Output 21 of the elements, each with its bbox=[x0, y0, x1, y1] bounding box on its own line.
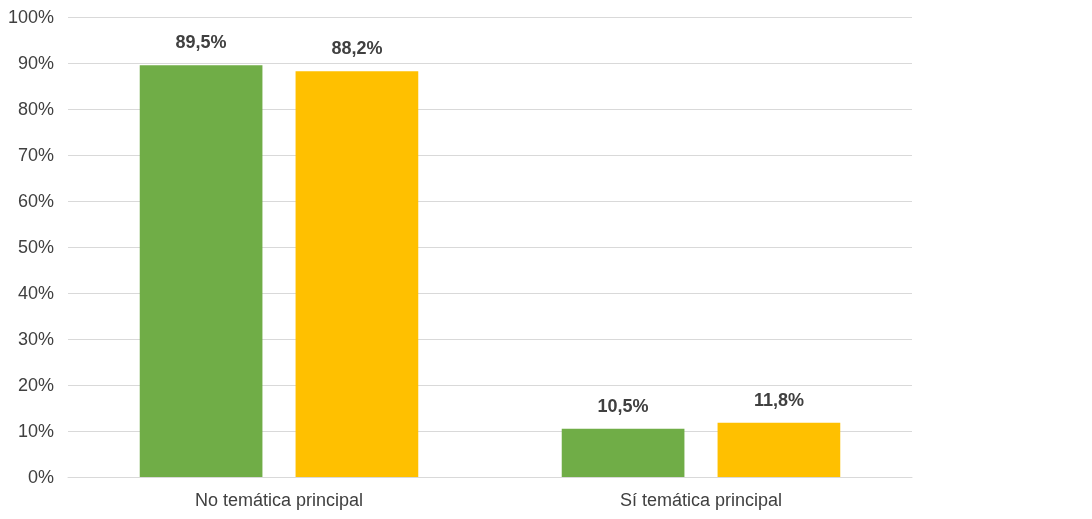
bar bbox=[139, 65, 263, 477]
bar bbox=[295, 71, 419, 477]
y-tick-label: 20% bbox=[17, 375, 54, 395]
y-tick-label: 100% bbox=[7, 7, 54, 27]
y-tick-label: 10% bbox=[17, 421, 54, 441]
y-tick-label: 30% bbox=[17, 329, 54, 349]
data-label: 11,8% bbox=[753, 389, 804, 410]
data-label: 89,5% bbox=[175, 32, 227, 53]
data-label: 88,2% bbox=[331, 38, 383, 59]
y-tick-label: 70% bbox=[17, 145, 54, 165]
y-tick-label: 0% bbox=[27, 467, 54, 487]
bar bbox=[561, 428, 685, 477]
x-tick-label: No temática principal bbox=[194, 490, 364, 510]
y-tick-label: 80% bbox=[17, 99, 54, 119]
data-label: 10,5% bbox=[597, 395, 649, 416]
y-tick-label: 40% bbox=[17, 283, 54, 303]
x-tick-label: Sí temática principal bbox=[619, 490, 783, 510]
y-tick-label: 90% bbox=[17, 53, 54, 73]
y-tick-label: 50% bbox=[17, 237, 54, 257]
y-tick-label: 60% bbox=[17, 191, 54, 211]
bar bbox=[717, 422, 841, 477]
